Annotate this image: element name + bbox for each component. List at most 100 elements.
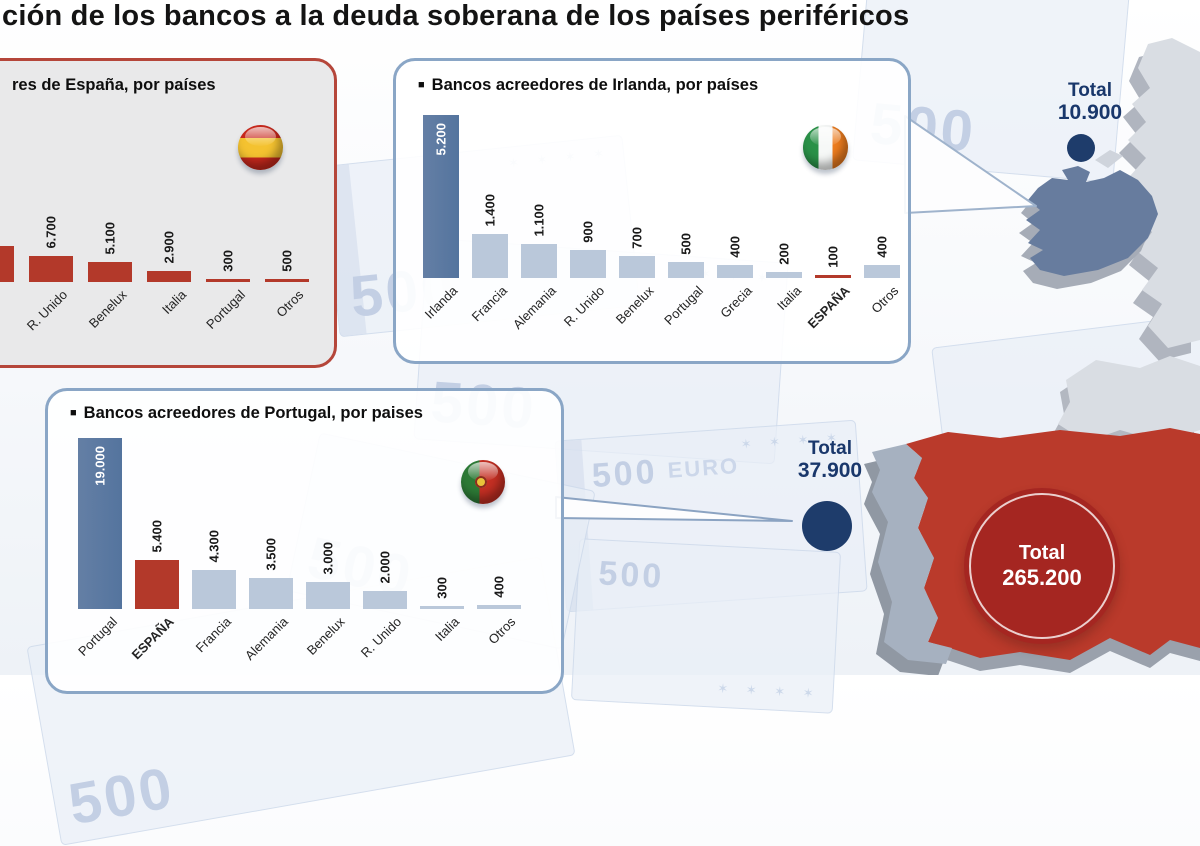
bar-column: 3.500 Alemania: [242, 391, 293, 663]
bar-label: Francia: [468, 283, 510, 325]
bar-label: Italia: [773, 283, 804, 314]
bar-column: 4.300 Francia: [192, 391, 236, 655]
bar-label: R. Unido: [561, 283, 608, 330]
page-title: ción de los bancos a la deuda soberana d…: [2, 0, 910, 32]
bar-label: ESPAÑA: [804, 283, 853, 332]
banknote-currency-text: EURO: [666, 452, 740, 483]
bar-column: 400 Otros: [477, 391, 521, 647]
bar: [864, 265, 900, 278]
panel-ireland-creditors: ■ Bancos acreedores de Irlanda, por paíse…: [393, 58, 911, 364]
euro-banknote-decoration: 500: [931, 313, 1200, 509]
bar-value: 2.000: [377, 551, 393, 584]
bar-value: 500: [279, 250, 295, 272]
portugal-flag-icon: [461, 460, 505, 504]
panel-portugal-creditors: ■ Bancos acreedores de Portugal, por pais…: [45, 388, 564, 694]
bar-column: 5.200 Irlanda: [422, 61, 461, 322]
euro-banknote-decoration: 500 ✶ ✶ ✶ ✶: [570, 538, 842, 714]
bar: [420, 606, 464, 609]
bar-value: 400: [874, 236, 890, 258]
bar-label: Irlanda: [421, 283, 461, 322]
bar: [0, 246, 14, 282]
bar: [363, 591, 407, 609]
bar: [192, 570, 236, 609]
bar-value: 5.200: [433, 123, 449, 156]
bar-value: 300: [434, 577, 450, 599]
bar-value: 1.400: [482, 194, 498, 227]
bar: [423, 115, 459, 278]
bar-label: Portugal: [74, 614, 120, 659]
panel-portugal-title: Bancos acreedores de Portugal, por paise…: [83, 404, 423, 422]
bar-column: 19.000 Portugal: [75, 391, 122, 659]
bar-value: 700: [629, 227, 645, 249]
bar: [717, 265, 753, 278]
bar-value: 19.000: [92, 446, 108, 486]
bar: [521, 244, 557, 278]
bar-column: 5.400 ESPAÑA: [128, 391, 179, 662]
portugal-total-callout: Total 37.900: [775, 438, 885, 483]
bar-value: 2.900: [161, 231, 177, 264]
bar: [472, 234, 508, 278]
panel-spain-header: res de España, por países: [5, 76, 216, 95]
banknote-stars: ✶ ✶ ✶ ✶: [716, 680, 822, 702]
bar: [477, 605, 521, 609]
bar-column: 3.000 Benelux: [304, 391, 350, 658]
bar-column: 5.100 Benelux: [86, 61, 132, 331]
panel-spain-creditors: res de España, por países 6.700 R. Unido 5…: [0, 58, 337, 368]
spain-total-value: 265.200: [1002, 564, 1082, 590]
bar-column: 2.900 Italia: [147, 61, 191, 317]
portugal-total-label: Total: [808, 438, 852, 459]
bar-label: Otros: [273, 287, 307, 321]
bar-column: 2.000 R. Unido: [358, 391, 407, 660]
bar-column: 900 R. Unido: [561, 61, 607, 329]
spain-flag-icon: [238, 125, 283, 170]
bar-label: Benelux: [612, 283, 657, 327]
bar: [815, 275, 851, 278]
bar-label: Portugal: [660, 283, 706, 328]
bar: [78, 438, 122, 609]
bar: [135, 560, 179, 609]
bar-label: Italia: [158, 287, 189, 318]
bar-column: 1.400 Francia: [468, 61, 509, 324]
bar-column: 400 Grecia: [717, 61, 755, 320]
bar-value: 900: [580, 221, 596, 243]
bullet-icon: ■: [70, 407, 77, 419]
bar-value: 4.300: [206, 530, 222, 563]
bar-value: 300: [220, 250, 236, 272]
bar-column: 6.700 R. Unido: [24, 61, 73, 333]
banknote-500-text: 500: [597, 554, 666, 596]
portugal-total-dot: [802, 501, 852, 551]
bar-label: Alemania: [509, 283, 559, 332]
bar-value: 5.100: [102, 222, 118, 255]
bar-label: Portugal: [202, 287, 248, 332]
spain-bar-chart: 6.700 R. Unido 5.100 Benelux 2.900 Italia 300 P…: [0, 61, 324, 333]
bar: [249, 578, 293, 609]
panel-portugal-header: ■ Bancos acreedores de Portugal, por pais…: [70, 404, 423, 423]
bar-label: Alemania: [241, 614, 291, 663]
bar-label: Italia: [431, 614, 462, 645]
bar: [619, 256, 655, 278]
bar-label: ESPAÑA: [128, 614, 177, 663]
bar-value: 500: [678, 233, 694, 255]
ireland-map: [1019, 166, 1158, 289]
bar-value: 6.700: [43, 216, 59, 249]
bar-value: 3.000: [320, 542, 336, 575]
banknote-500-text: 500: [590, 452, 659, 496]
bar: [570, 250, 606, 278]
bar-value: 1.100: [531, 204, 547, 237]
bar-label: R. Unido: [24, 287, 71, 334]
ireland-total-dot: [1067, 134, 1095, 162]
panel-ireland-header: ■ Bancos acreedores de Irlanda, por paíse…: [418, 76, 758, 95]
bar: [265, 279, 309, 282]
ireland-flag-icon: [803, 125, 848, 170]
bar: [766, 272, 802, 278]
ireland-bar-chart: 5.200 Irlanda 1.400 Francia 1.100 Alemania 900…: [422, 61, 913, 332]
bar-column: 100 ESPAÑA: [804, 61, 852, 331]
bar: [147, 271, 191, 282]
banknote-500-text: 500: [63, 754, 180, 838]
bar: [88, 262, 132, 282]
bar: [306, 582, 350, 609]
bar-label: Otros: [868, 283, 902, 317]
spain-total-label: Total: [1018, 541, 1066, 564]
bar-label: Francia: [192, 614, 234, 656]
bar: [668, 262, 704, 278]
